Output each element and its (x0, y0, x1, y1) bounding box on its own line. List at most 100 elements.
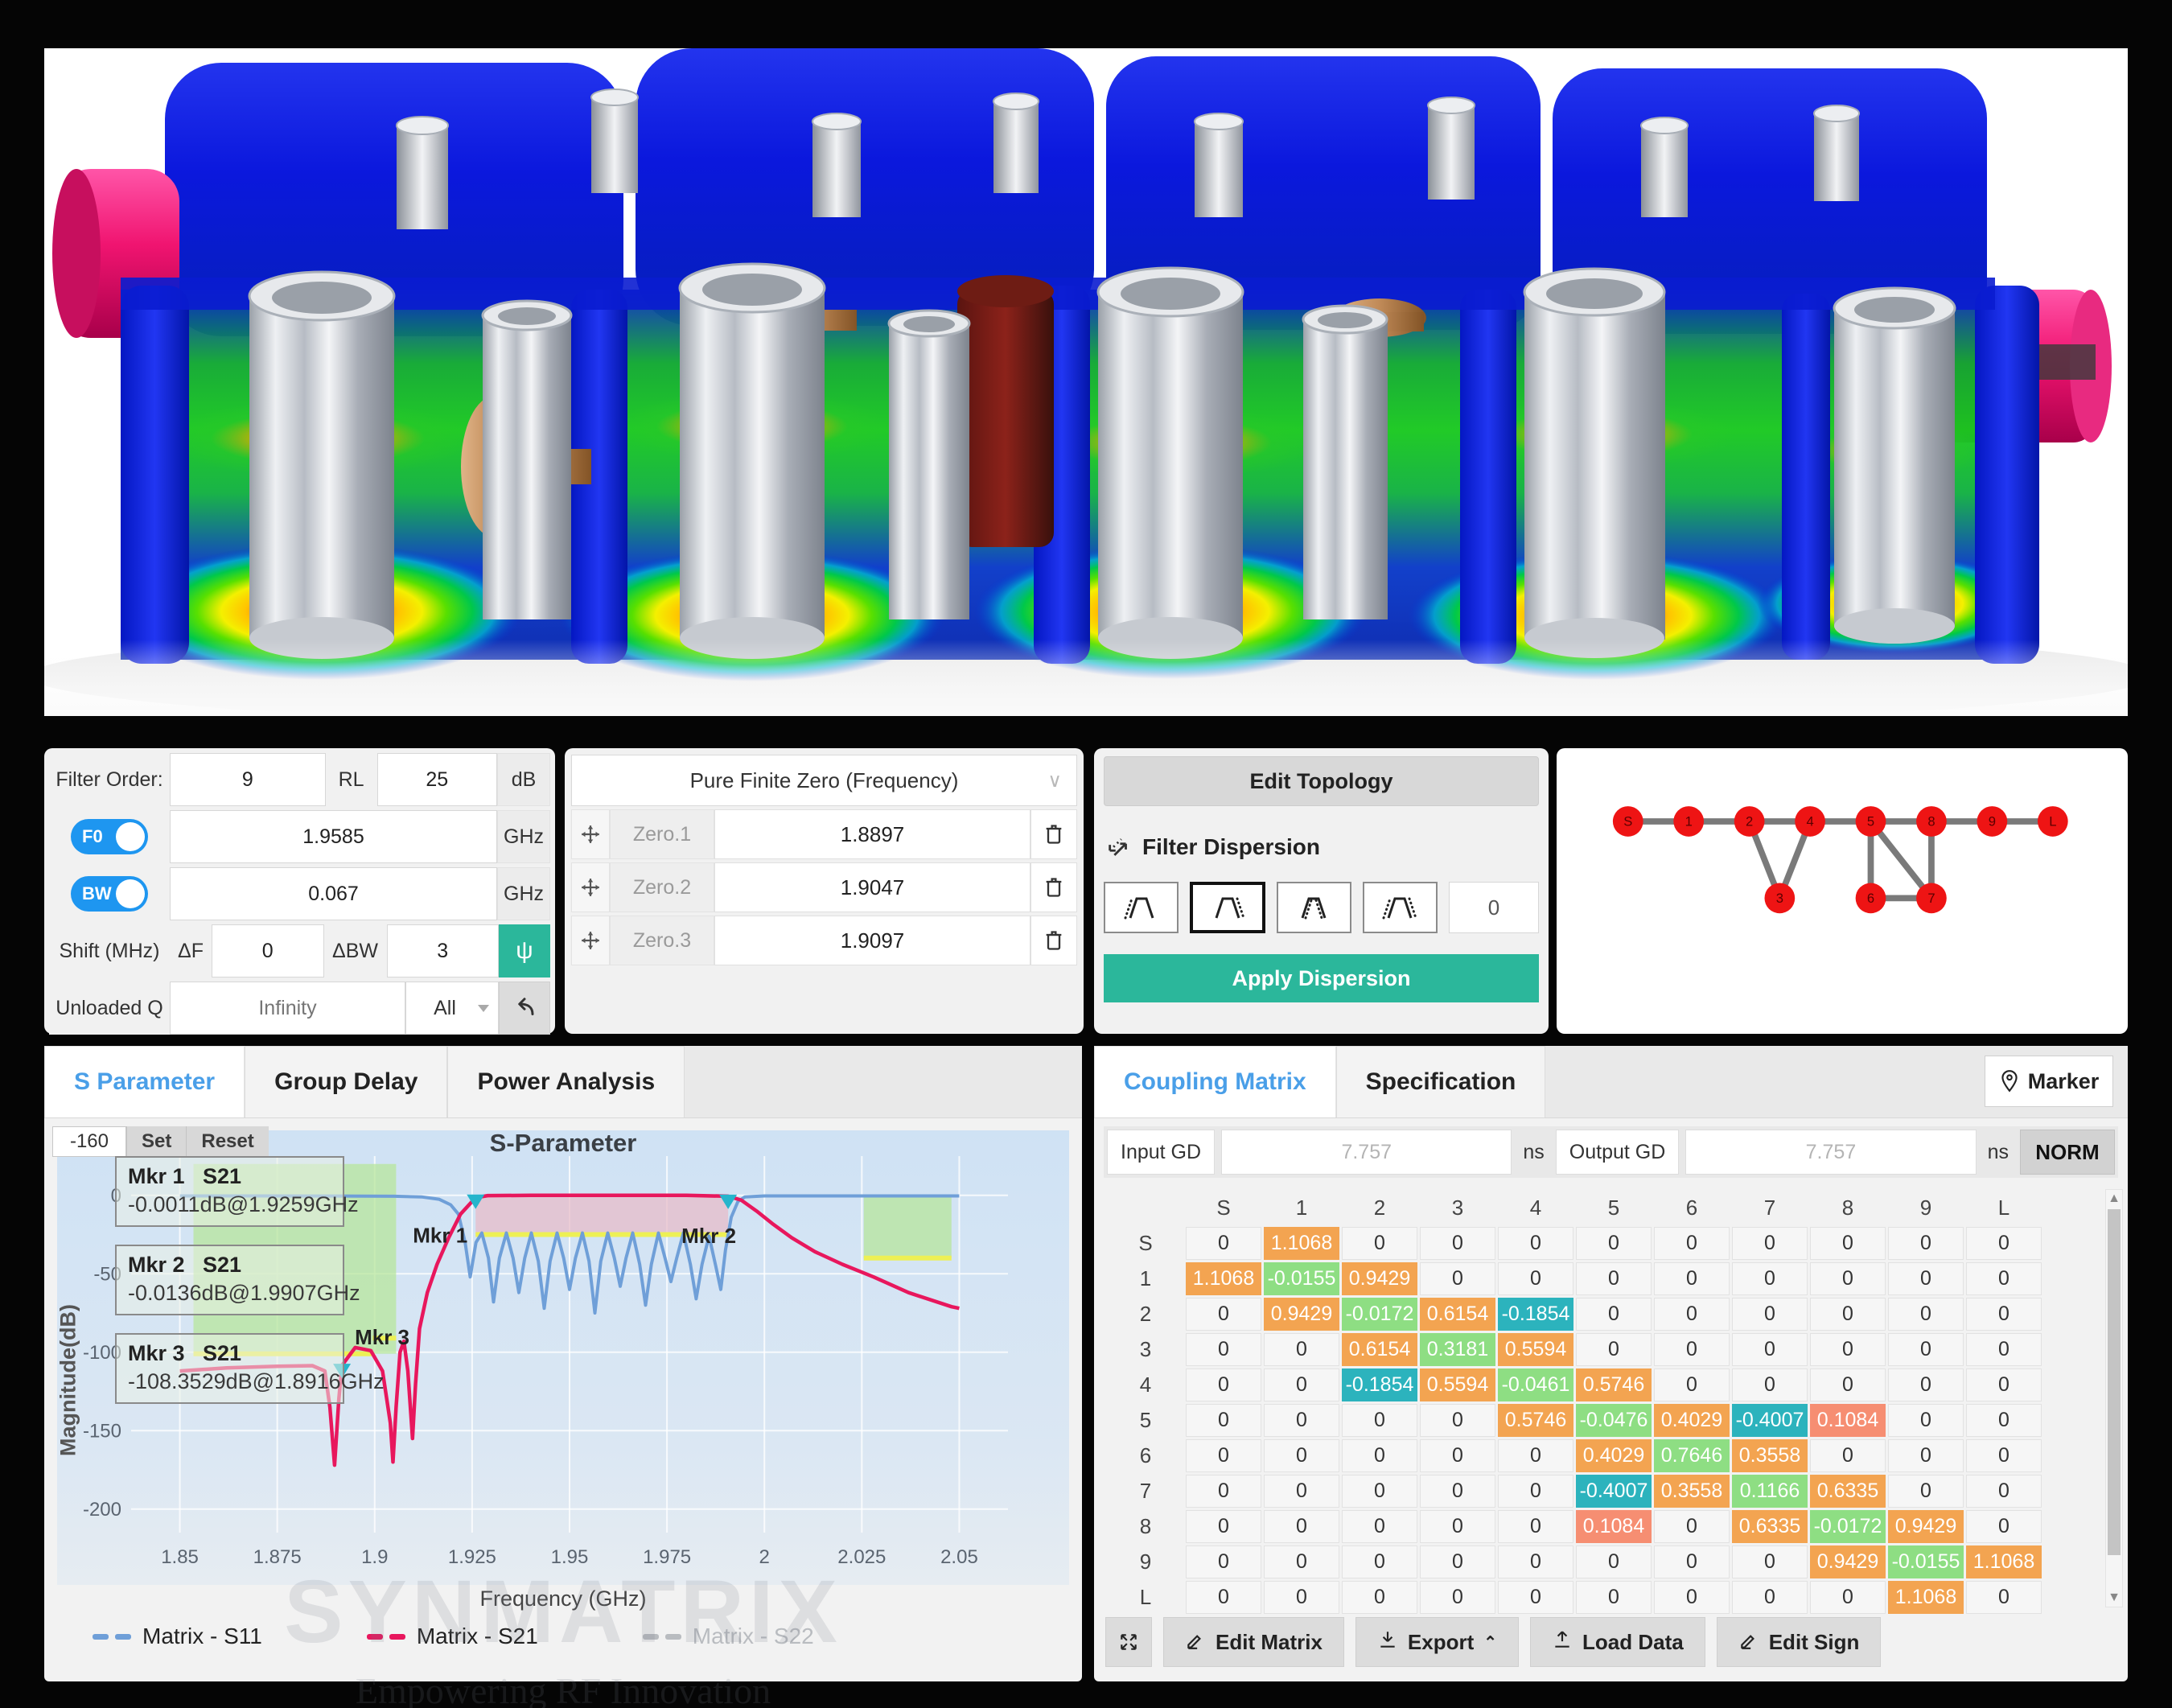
drag-handle-icon[interactable] (571, 916, 610, 965)
bw-toggle[interactable]: BW (71, 876, 148, 912)
matrix-cell[interactable]: 0 (1966, 1475, 2042, 1508)
topology-node[interactable]: 9 (1977, 806, 2008, 837)
topology-node[interactable]: 3 (1764, 883, 1796, 914)
edit-matrix-button[interactable]: Edit Matrix (1163, 1617, 1344, 1667)
matrix-cell[interactable]: 0.6154 (1420, 1298, 1495, 1331)
output-gd-value[interactable]: 7.757 (1685, 1130, 1977, 1175)
matrix-cell[interactable]: 0 (1654, 1333, 1730, 1366)
legend-item[interactable]: Matrix - S11 (93, 1624, 262, 1649)
matrix-cell[interactable]: 0.5594 (1498, 1333, 1573, 1366)
legend-item[interactable]: Matrix - S21 (366, 1624, 538, 1649)
chart-marker-icon[interactable] (719, 1194, 738, 1209)
matrix-cell[interactable]: 0.9429 (1810, 1545, 1886, 1578)
matrix-cell[interactable]: 0 (1264, 1404, 1339, 1437)
matrix-cell[interactable]: 0 (1732, 1368, 1808, 1401)
matrix-cell[interactable]: 0.1084 (1810, 1404, 1886, 1437)
matrix-cell[interactable]: 0 (1498, 1475, 1573, 1508)
matrix-cell[interactable]: 0 (1966, 1333, 2042, 1366)
matrix-cell[interactable]: 0 (1264, 1510, 1339, 1543)
matrix-cell[interactable]: 0 (1654, 1262, 1730, 1295)
legend-item[interactable]: Matrix - S22 (642, 1624, 814, 1649)
matrix-cell[interactable]: 0 (1264, 1475, 1339, 1508)
matrix-cell[interactable]: 0 (1732, 1298, 1808, 1331)
matrix-cell[interactable]: 1.1068 (1966, 1545, 2042, 1578)
matrix-cell[interactable]: 0 (1342, 1404, 1417, 1437)
matrix-cell[interactable]: 0 (1810, 1227, 1886, 1260)
drag-handle-icon[interactable] (571, 809, 610, 859)
matrix-cell[interactable]: 0 (1342, 1227, 1417, 1260)
matrix-cell[interactable]: 0.3558 (1654, 1475, 1730, 1508)
zero-value-input[interactable]: 1.8897 (714, 809, 1030, 859)
matrix-cell[interactable]: 0 (1654, 1510, 1730, 1543)
matrix-cell[interactable]: 0 (1654, 1581, 1730, 1614)
matrix-cell[interactable]: 0 (1576, 1545, 1652, 1578)
matrix-cell[interactable]: -0.0172 (1342, 1298, 1417, 1331)
matrix-cell[interactable]: -0.4007 (1576, 1475, 1652, 1508)
chart-marker-icon[interactable] (467, 1194, 485, 1209)
topology-node[interactable]: 1 (1673, 806, 1705, 837)
zero-value-input[interactable]: 1.9047 (714, 862, 1030, 912)
matrix-cell[interactable]: 0 (1498, 1439, 1573, 1472)
bw-input[interactable] (170, 867, 497, 920)
matrix-cell[interactable]: 0 (1498, 1227, 1573, 1260)
matrix-cell[interactable]: 0 (1186, 1510, 1261, 1543)
delta-bw-input[interactable] (386, 924, 499, 977)
matrix-cell[interactable]: 0 (1966, 1439, 2042, 1472)
matrix-cell[interactable]: 0 (1810, 1581, 1886, 1614)
matrix-cell[interactable]: 0.5746 (1576, 1368, 1652, 1401)
matrix-cell[interactable]: 0 (1966, 1368, 2042, 1401)
matrix-cell[interactable]: 0 (1420, 1545, 1495, 1578)
dispersion-offset-input[interactable] (1448, 882, 1539, 933)
matrix-cell[interactable]: 0 (1342, 1510, 1417, 1543)
topology-node[interactable]: L (2037, 806, 2068, 837)
matrix-cell[interactable]: 0 (1186, 1368, 1261, 1401)
topology-node[interactable]: 5 (1855, 806, 1886, 837)
matrix-cell[interactable]: 0 (1420, 1475, 1495, 1508)
tab-group-delay[interactable]: Group Delay (245, 1046, 448, 1117)
dispersion-mode-right-dotted[interactable] (1190, 882, 1265, 933)
matrix-cell[interactable]: 0 (1264, 1545, 1339, 1578)
matrix-cell[interactable]: 0.9429 (1888, 1510, 1964, 1543)
matrix-cell[interactable]: 0.6335 (1810, 1475, 1886, 1508)
matrix-cell[interactable]: 0 (1966, 1227, 2042, 1260)
scroll-up-icon[interactable]: ▲ (2108, 1191, 2121, 1205)
matrix-cell[interactable]: 0 (1888, 1368, 1964, 1401)
input-gd-value[interactable]: 7.757 (1221, 1130, 1512, 1175)
matrix-cell[interactable]: 0.1084 (1576, 1510, 1652, 1543)
matrix-cell[interactable]: 0 (1966, 1581, 2042, 1614)
matrix-cell[interactable]: 0 (1966, 1262, 2042, 1295)
matrix-cell[interactable]: 0 (1810, 1298, 1886, 1331)
dispersion-mode-both-dotted[interactable] (1362, 882, 1438, 933)
tab-power-analysis[interactable]: Power Analysis (447, 1046, 685, 1117)
matrix-cell[interactable]: 0 (1888, 1262, 1964, 1295)
matrix-cell[interactable]: -0.0155 (1264, 1262, 1339, 1295)
scroll-down-icon[interactable]: ▼ (2108, 1591, 2121, 1604)
topology-node[interactable]: 4 (1795, 806, 1825, 837)
matrix-cell[interactable]: 0 (1420, 1404, 1495, 1437)
matrix-cell[interactable]: 0 (1420, 1227, 1495, 1260)
delete-zero-button[interactable] (1030, 862, 1077, 912)
matrix-cell[interactable]: -0.0476 (1576, 1404, 1652, 1437)
matrix-cell[interactable]: 0 (1888, 1475, 1964, 1508)
matrix-cell[interactable]: 0 (1264, 1581, 1339, 1614)
matrix-cell[interactable]: 0.9429 (1264, 1298, 1339, 1331)
matrix-cell[interactable]: 0 (1264, 1333, 1339, 1366)
matrix-cell[interactable]: 0 (1732, 1581, 1808, 1614)
matrix-cell[interactable]: 0 (1186, 1581, 1261, 1614)
matrix-cell[interactable]: 0.4029 (1654, 1404, 1730, 1437)
matrix-cell[interactable]: 0 (1576, 1262, 1652, 1295)
matrix-cell[interactable]: 0.1166 (1732, 1475, 1808, 1508)
matrix-cell[interactable]: 0 (1420, 1262, 1495, 1295)
matrix-cell[interactable]: 0 (1888, 1404, 1964, 1437)
matrix-cell[interactable]: 0 (1342, 1545, 1417, 1578)
matrix-cell[interactable]: 0 (1342, 1439, 1417, 1472)
delta-f-input[interactable] (212, 924, 324, 977)
matrix-cell[interactable]: 0 (1264, 1368, 1339, 1401)
edit-topology-button[interactable]: Edit Topology (1104, 756, 1539, 806)
matrix-cell[interactable]: 0 (1342, 1581, 1417, 1614)
matrix-cell[interactable]: 0 (1966, 1404, 2042, 1437)
matrix-cell[interactable]: 0 (1654, 1227, 1730, 1260)
norm-button[interactable]: NORM (2020, 1130, 2115, 1175)
matrix-cell[interactable]: 0.7646 (1654, 1439, 1730, 1472)
matrix-cell[interactable]: 0 (1186, 1404, 1261, 1437)
